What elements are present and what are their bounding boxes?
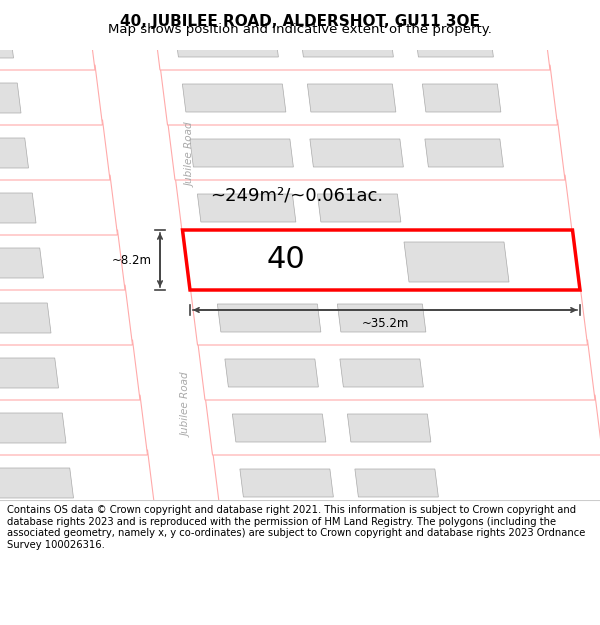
Polygon shape bbox=[0, 83, 21, 113]
Polygon shape bbox=[317, 194, 401, 222]
Polygon shape bbox=[232, 414, 326, 442]
Polygon shape bbox=[167, 120, 565, 180]
Polygon shape bbox=[307, 84, 396, 112]
Polygon shape bbox=[0, 28, 14, 58]
Polygon shape bbox=[0, 395, 148, 455]
Polygon shape bbox=[0, 358, 59, 388]
Polygon shape bbox=[0, 450, 155, 510]
Polygon shape bbox=[0, 340, 140, 400]
Polygon shape bbox=[152, 10, 550, 70]
Text: 40: 40 bbox=[267, 246, 305, 274]
Polygon shape bbox=[190, 139, 293, 167]
Polygon shape bbox=[0, 285, 133, 345]
Polygon shape bbox=[0, 413, 66, 443]
Text: Jubilee Road: Jubilee Road bbox=[182, 372, 192, 438]
Polygon shape bbox=[175, 175, 572, 235]
Polygon shape bbox=[212, 450, 600, 510]
Polygon shape bbox=[0, 193, 36, 223]
Polygon shape bbox=[205, 395, 600, 455]
Polygon shape bbox=[182, 230, 580, 290]
Polygon shape bbox=[197, 194, 296, 222]
Text: 40, JUBILEE ROAD, ALDERSHOT, GU11 3QE: 40, JUBILEE ROAD, ALDERSHOT, GU11 3QE bbox=[120, 14, 480, 29]
Text: ~249m²/~0.061ac.: ~249m²/~0.061ac. bbox=[210, 186, 383, 204]
Polygon shape bbox=[0, 230, 125, 290]
Polygon shape bbox=[0, 248, 44, 278]
Polygon shape bbox=[225, 359, 319, 387]
Polygon shape bbox=[0, 468, 74, 498]
Polygon shape bbox=[197, 340, 595, 400]
Polygon shape bbox=[425, 139, 503, 167]
Polygon shape bbox=[347, 414, 431, 442]
Polygon shape bbox=[240, 469, 334, 497]
Polygon shape bbox=[0, 65, 103, 125]
Polygon shape bbox=[0, 120, 110, 180]
Polygon shape bbox=[217, 304, 321, 332]
Polygon shape bbox=[355, 469, 439, 497]
Polygon shape bbox=[182, 84, 286, 112]
Polygon shape bbox=[310, 139, 403, 167]
Polygon shape bbox=[190, 285, 587, 345]
Text: Jubilee Road: Jubilee Road bbox=[186, 122, 196, 188]
Polygon shape bbox=[0, 138, 29, 168]
Polygon shape bbox=[415, 29, 493, 57]
Text: Map shows position and indicative extent of the property.: Map shows position and indicative extent… bbox=[108, 23, 492, 36]
Polygon shape bbox=[300, 29, 394, 57]
Polygon shape bbox=[422, 84, 501, 112]
Text: ~8.2m: ~8.2m bbox=[112, 254, 152, 266]
Polygon shape bbox=[340, 359, 424, 387]
Polygon shape bbox=[337, 304, 426, 332]
Polygon shape bbox=[0, 10, 95, 70]
Text: Contains OS data © Crown copyright and database right 2021. This information is : Contains OS data © Crown copyright and d… bbox=[7, 505, 586, 550]
Text: ~35.2m: ~35.2m bbox=[361, 317, 409, 330]
Polygon shape bbox=[160, 65, 557, 125]
Polygon shape bbox=[155, 50, 220, 500]
Polygon shape bbox=[0, 303, 51, 333]
Polygon shape bbox=[175, 29, 278, 57]
Polygon shape bbox=[0, 175, 118, 235]
Polygon shape bbox=[404, 242, 509, 282]
